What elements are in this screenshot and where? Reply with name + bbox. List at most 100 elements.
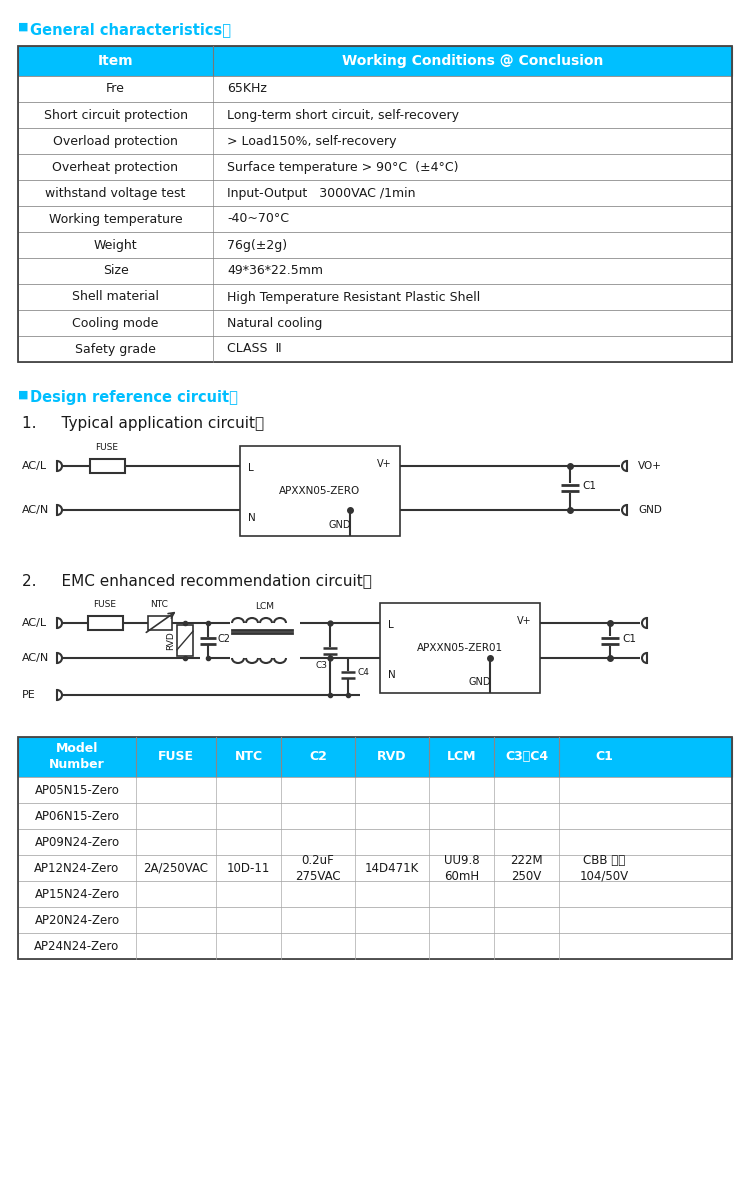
Text: GND: GND (469, 677, 491, 687)
Text: N: N (248, 513, 256, 523)
Bar (18, 855, 732, 881)
Bar (18, 881, 732, 907)
Text: C1: C1 (582, 481, 596, 491)
Bar (18, 736, 732, 959)
Text: AC/N: AC/N (22, 506, 50, 515)
Text: CLASS  Ⅱ: CLASS Ⅱ (227, 342, 282, 355)
Bar (18, 206, 732, 232)
Bar (18, 803, 732, 829)
Text: ■: ■ (18, 22, 28, 32)
Text: ■: ■ (18, 390, 28, 400)
Text: Model
Number: Model Number (50, 742, 105, 772)
Bar (18, 232, 732, 258)
Text: 2A/250VAC: 2A/250VAC (143, 862, 208, 875)
Text: Size: Size (103, 264, 128, 277)
Bar (177, 625, 193, 656)
Text: Surface temperature > 90°C  (±4°C): Surface temperature > 90°C (±4°C) (227, 161, 458, 174)
Text: Natural cooling: Natural cooling (227, 316, 322, 329)
Bar (18, 46, 732, 76)
Text: Long-term short circuit, self-recovery: Long-term short circuit, self-recovery (227, 109, 459, 122)
Text: GND: GND (638, 506, 662, 515)
Bar (18, 180, 732, 206)
Text: NTC: NTC (235, 751, 262, 764)
Text: AP05N15-Zero: AP05N15-Zero (34, 784, 119, 797)
Text: 2.   EMC enhanced recommendation circuit：: 2. EMC enhanced recommendation circuit： (22, 573, 372, 588)
Bar (18, 777, 732, 803)
Text: C1: C1 (622, 633, 636, 643)
Bar (18, 933, 732, 959)
Text: GND: GND (328, 520, 351, 530)
Bar (18, 102, 732, 128)
Text: Item: Item (98, 54, 134, 67)
Text: Shell material: Shell material (72, 290, 159, 303)
Text: 222M
250V: 222M 250V (510, 854, 543, 882)
Text: V+: V+ (377, 459, 392, 469)
Text: CBB 电容
104/50V: CBB 电容 104/50V (580, 854, 629, 882)
Bar (18, 336, 732, 362)
Text: C2: C2 (309, 751, 327, 764)
Text: LCM: LCM (256, 601, 274, 611)
Text: AC/L: AC/L (22, 461, 47, 471)
Bar (18, 829, 732, 855)
Text: AP20N24-Zero: AP20N24-Zero (34, 914, 119, 927)
Text: C3，C4: C3，C4 (505, 751, 548, 764)
Bar (18, 310, 732, 336)
Text: L: L (388, 620, 394, 630)
Text: LCM: LCM (447, 751, 476, 764)
Text: FUSE: FUSE (158, 751, 194, 764)
Text: 49*36*22.5mm: 49*36*22.5mm (227, 264, 323, 277)
Bar (18, 154, 732, 180)
Text: AP24N24-Zero: AP24N24-Zero (34, 939, 120, 952)
Bar (18, 907, 732, 933)
Text: Cooling mode: Cooling mode (72, 316, 159, 329)
Text: 1.   Typical application circuit：: 1. Typical application circuit： (22, 416, 264, 431)
Text: Safety grade: Safety grade (75, 342, 156, 355)
Text: RVD: RVD (166, 631, 176, 650)
Text: 10D-11: 10D-11 (226, 862, 270, 875)
Text: > Load150%, self-recovery: > Load150%, self-recovery (227, 135, 397, 148)
Bar (148, 616, 172, 630)
Text: Short circuit protection: Short circuit protection (44, 109, 188, 122)
Text: Input-Output   3000VAC /1min: Input-Output 3000VAC /1min (227, 187, 416, 199)
Text: Overheat protection: Overheat protection (53, 161, 178, 174)
Text: RVD: RVD (377, 751, 406, 764)
Text: Fre: Fre (106, 83, 125, 96)
Text: General characteristics：: General characteristics： (30, 22, 231, 37)
Text: C3: C3 (316, 661, 328, 669)
Bar (18, 258, 732, 284)
Text: 76g(±2g): 76g(±2g) (227, 238, 287, 251)
Text: AP09N24-Zero: AP09N24-Zero (34, 836, 119, 849)
Text: C2: C2 (218, 633, 231, 643)
Text: FUSE: FUSE (95, 443, 118, 452)
Text: APXXN05-ZER01: APXXN05-ZER01 (417, 643, 503, 654)
Text: FUSE: FUSE (94, 600, 116, 609)
Bar (90, 459, 125, 472)
Text: L: L (248, 463, 254, 472)
Text: withstand voltage test: withstand voltage test (45, 187, 186, 199)
Bar (18, 76, 732, 102)
Text: C1: C1 (596, 751, 613, 764)
Text: Overload protection: Overload protection (53, 135, 178, 148)
Text: UU9.8
60mH: UU9.8 60mH (444, 854, 479, 882)
Text: 0.2uF
275VAC: 0.2uF 275VAC (296, 854, 340, 882)
Text: Working Conditions @ Conclusion: Working Conditions @ Conclusion (342, 54, 603, 67)
Bar (18, 46, 732, 362)
Text: AP12N24-Zero: AP12N24-Zero (34, 862, 120, 875)
Text: VO+: VO+ (638, 461, 662, 471)
Text: High Temperature Resistant Plastic Shell: High Temperature Resistant Plastic Shell (227, 290, 480, 303)
Text: NTC: NTC (150, 600, 168, 609)
Bar (18, 736, 732, 777)
Text: APXXN05-ZERO: APXXN05-ZERO (279, 485, 361, 496)
Text: Weight: Weight (94, 238, 137, 251)
Text: AP06N15-Zero: AP06N15-Zero (34, 810, 119, 823)
Text: Design reference circuit：: Design reference circuit： (30, 390, 238, 405)
Text: PE: PE (22, 690, 36, 700)
Text: Working temperature: Working temperature (49, 212, 182, 225)
Bar (240, 446, 400, 536)
Text: 14D471K: 14D471K (364, 862, 419, 875)
Text: AP15N24-Zero: AP15N24-Zero (34, 888, 119, 901)
Text: AC/L: AC/L (22, 618, 47, 628)
Text: 65KHz: 65KHz (227, 83, 267, 96)
Bar (18, 128, 732, 154)
Bar (88, 616, 123, 630)
